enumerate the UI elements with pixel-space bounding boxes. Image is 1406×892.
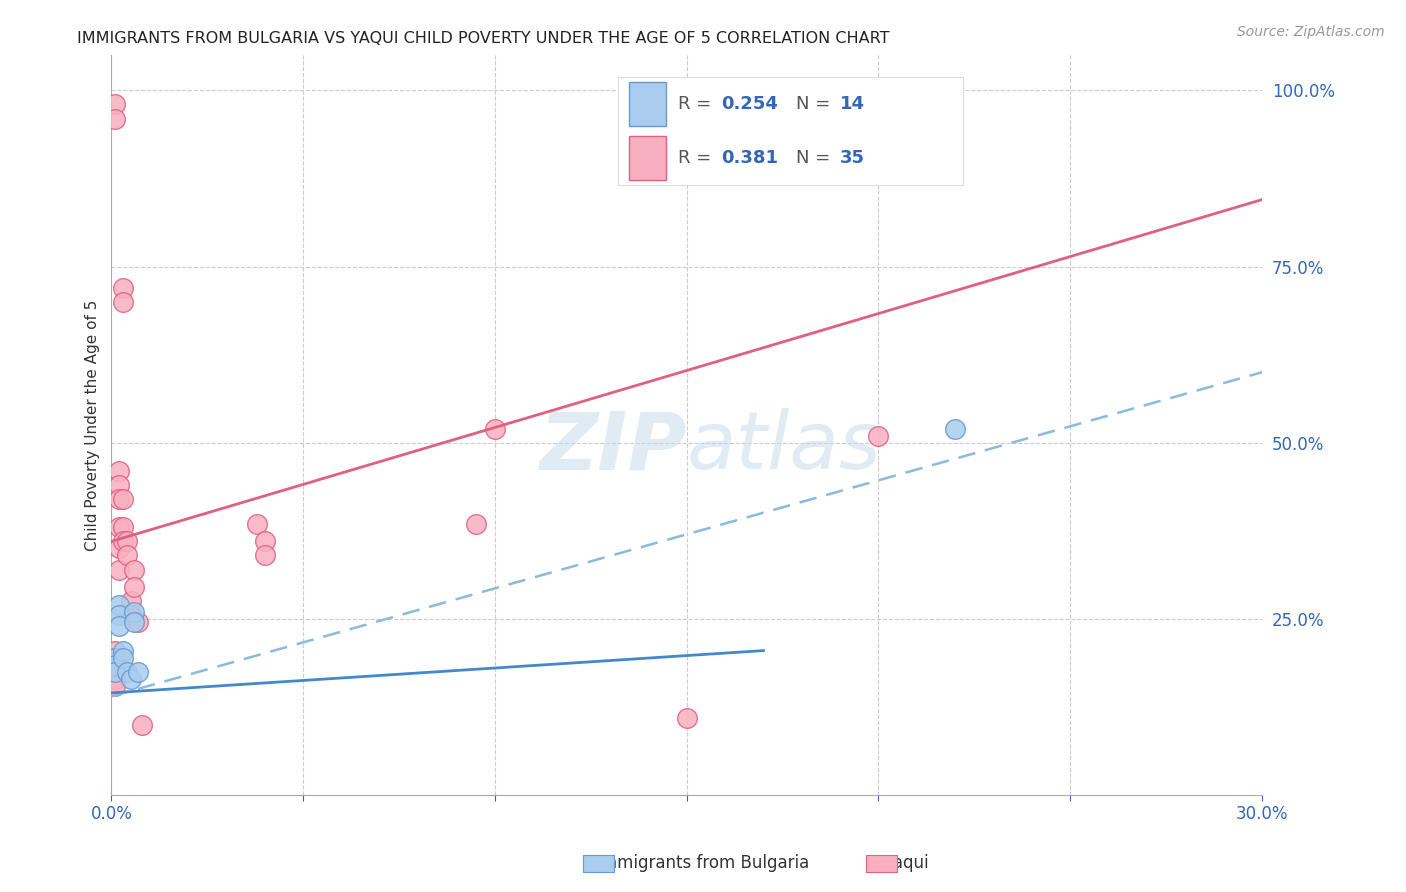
Point	[868, 428, 890, 442]
Text: 0.381: 0.381	[721, 149, 779, 167]
Point	[111, 534, 134, 549]
Point	[104, 665, 127, 679]
Point	[111, 281, 134, 295]
Text: 14: 14	[839, 95, 865, 113]
FancyBboxPatch shape	[617, 78, 963, 185]
Text: atlas: atlas	[686, 409, 882, 486]
Point	[868, 87, 890, 101]
Point	[108, 478, 131, 492]
Point	[127, 615, 149, 630]
Point	[108, 608, 131, 623]
Point	[111, 294, 134, 309]
Point	[253, 549, 276, 563]
Point	[104, 672, 127, 686]
Point	[943, 422, 966, 436]
Point	[675, 710, 697, 724]
Point	[104, 112, 127, 126]
Point	[127, 665, 149, 679]
Point	[108, 520, 131, 534]
Point	[124, 615, 146, 630]
Point	[104, 665, 127, 679]
Point	[108, 563, 131, 577]
Point	[104, 643, 127, 657]
Text: IMMIGRANTS FROM BULGARIA VS YAQUI CHILD POVERTY UNDER THE AGE OF 5 CORRELATION C: IMMIGRANTS FROM BULGARIA VS YAQUI CHILD …	[77, 31, 890, 46]
Point	[104, 97, 127, 112]
Point	[464, 516, 486, 531]
Point	[120, 672, 142, 686]
Point	[124, 605, 146, 619]
Point	[108, 541, 131, 556]
Text: ZIP: ZIP	[540, 409, 686, 486]
Point	[120, 594, 142, 608]
Point	[111, 650, 134, 665]
Point	[104, 650, 127, 665]
Text: 0.254: 0.254	[721, 95, 778, 113]
Text: Yaqui: Yaqui	[884, 855, 929, 872]
Point	[115, 665, 138, 679]
Point	[115, 534, 138, 549]
Bar	[630, 136, 666, 180]
Point	[253, 534, 276, 549]
Text: Immigrants from Bulgaria: Immigrants from Bulgaria	[596, 855, 810, 872]
Point	[124, 580, 146, 594]
Point	[108, 619, 131, 633]
Point	[115, 549, 138, 563]
Point	[104, 679, 127, 693]
Text: N =: N =	[796, 149, 837, 167]
Text: R =: R =	[678, 149, 717, 167]
Point	[131, 717, 153, 731]
Text: Source: ZipAtlas.com: Source: ZipAtlas.com	[1237, 25, 1385, 39]
Point	[120, 608, 142, 623]
Bar	[630, 82, 666, 127]
Point	[104, 650, 127, 665]
Text: N =: N =	[796, 95, 837, 113]
Point	[484, 422, 506, 436]
Point	[108, 464, 131, 478]
Point	[111, 492, 134, 507]
Point	[124, 563, 146, 577]
Text: 35: 35	[839, 149, 865, 167]
Y-axis label: Child Poverty Under the Age of 5: Child Poverty Under the Age of 5	[86, 300, 100, 550]
Point	[246, 516, 269, 531]
Point	[111, 520, 134, 534]
Point	[104, 657, 127, 672]
Point	[104, 657, 127, 672]
Text: R =: R =	[678, 95, 717, 113]
Point	[108, 598, 131, 612]
Point	[111, 643, 134, 657]
Point	[108, 492, 131, 507]
